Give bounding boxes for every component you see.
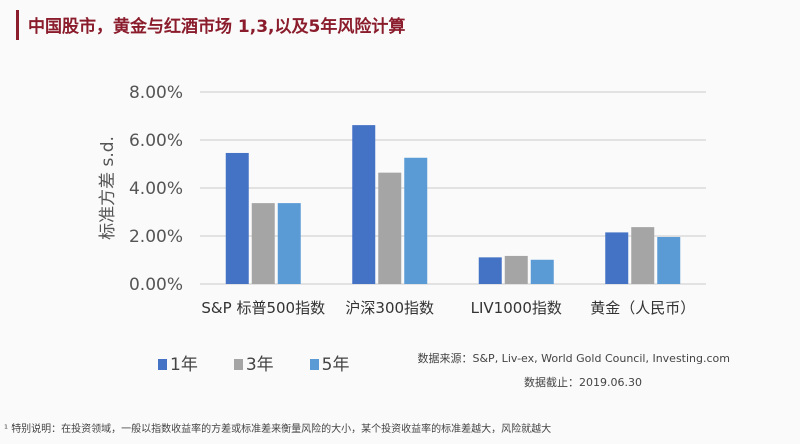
bar-1年-0 [225,152,249,284]
legend-label: 5年 [321,355,350,375]
y-tick-label: 0.00% [129,275,183,295]
legend-item: 1年 [158,350,198,375]
y-tick-label: 2.00% [129,227,183,247]
bar-3年-1 [378,172,402,284]
bar-1年-1 [352,125,376,285]
legend-item: 3年 [233,350,274,375]
legend-swatch [158,359,167,370]
bar-3年-2 [504,255,528,284]
legend-swatch [309,359,319,370]
source-block: 数据来源：S&P, Liv-ex, World Gold Council, In… [410,350,731,398]
source-text: 数据来源：S&P, Liv-ex, World Gold Council, In… [417,352,731,365]
bar-3年-0 [251,203,275,284]
legend-label: 1年 [170,355,198,375]
legend-item: 5年 [309,350,350,375]
y-axis-label: 标准方差 s.d. [98,136,118,240]
bar-3年-3 [631,227,655,284]
y-tick-label: 4.00% [129,179,183,199]
legend: 1年 3年 5年 [158,350,349,375]
bar-5年-2 [530,259,554,284]
bar-1年-3 [605,232,629,284]
x-tick-label: LIV1000指数 [471,299,562,317]
chart-title: 中国股市，黄金与红酒市场 1,3,以及5年风险计算 [28,17,406,37]
legend-swatch [233,359,243,370]
bar-1年-2 [478,257,502,284]
bar-5年-1 [404,157,428,284]
legend-label: 3年 [245,355,274,375]
title-accent-bar [16,10,19,40]
y-tick-label: 8.00% [129,83,183,103]
x-tick-label: 沪深300指数 [345,299,434,317]
x-tick-label: S&P 标普500指数 [201,299,325,317]
footnote: ¹ 特别说明：在投资领域，一般以指数收益率的方差或标准差来衡量风险的大小，某个投… [4,424,552,435]
bar-5年-0 [277,203,301,284]
date-text: 数据截止：2019.06.30 [524,376,642,389]
bar-5年-3 [657,236,681,284]
x-tick-label: 黄金（人民币） [590,299,695,317]
y-tick-label: 6.00% [129,131,183,151]
